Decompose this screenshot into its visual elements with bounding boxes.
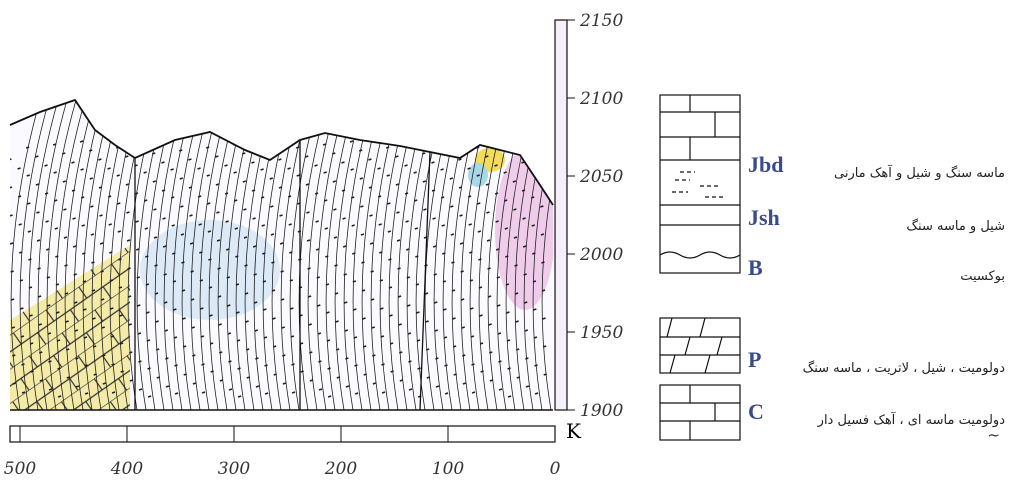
legend-code: Jbd xyxy=(748,152,783,177)
scale-unit: K xyxy=(566,419,582,443)
legend-description: شیل و ماسه سنگ xyxy=(906,218,1005,234)
elevation-label: 2000 xyxy=(579,245,623,265)
distance-label: 200 xyxy=(324,459,358,479)
legend-description: دولومیت ، شیل ، لاتریت ، ماسه سنگ xyxy=(803,360,1006,376)
legend: Jbd ماسه سنگ و شیل و آهک مارنی Jsh شیل و ما… xyxy=(748,152,1005,428)
elevation-bar xyxy=(555,20,567,410)
legend-columns xyxy=(660,95,740,440)
handwritten-note: ~ xyxy=(987,426,1000,444)
elevation-label: 2150 xyxy=(579,11,623,31)
geologic-section: K 2150 2100 2050 2000 1950 1900 500 400 300 200 10… xyxy=(0,0,1017,493)
elevation-label: 2100 xyxy=(579,89,623,109)
elevation-label: 1950 xyxy=(580,323,623,343)
elevation-label: 1900 xyxy=(580,401,623,421)
distance-label: 100 xyxy=(432,459,465,479)
distance-bar xyxy=(10,426,555,442)
legend-code: C xyxy=(748,399,764,424)
legend-description: ماسه سنگ و شیل و آهک مارنی xyxy=(834,164,1005,181)
distance-label: 500 xyxy=(4,459,37,479)
elevation-label: 2050 xyxy=(579,167,623,187)
distance-label: 400 xyxy=(110,459,144,479)
rock-body xyxy=(8,90,571,410)
distance-label: 0 xyxy=(550,459,561,479)
legend-code: Jsh xyxy=(748,205,780,230)
legend-code: P xyxy=(748,347,761,372)
distance-label: 300 xyxy=(218,459,251,479)
legend-description: بوکسیت xyxy=(960,269,1005,284)
legend-description: دولومیت ماسه ای ، آهک فسیل دار xyxy=(817,411,1006,428)
legend-code: B xyxy=(748,255,763,280)
